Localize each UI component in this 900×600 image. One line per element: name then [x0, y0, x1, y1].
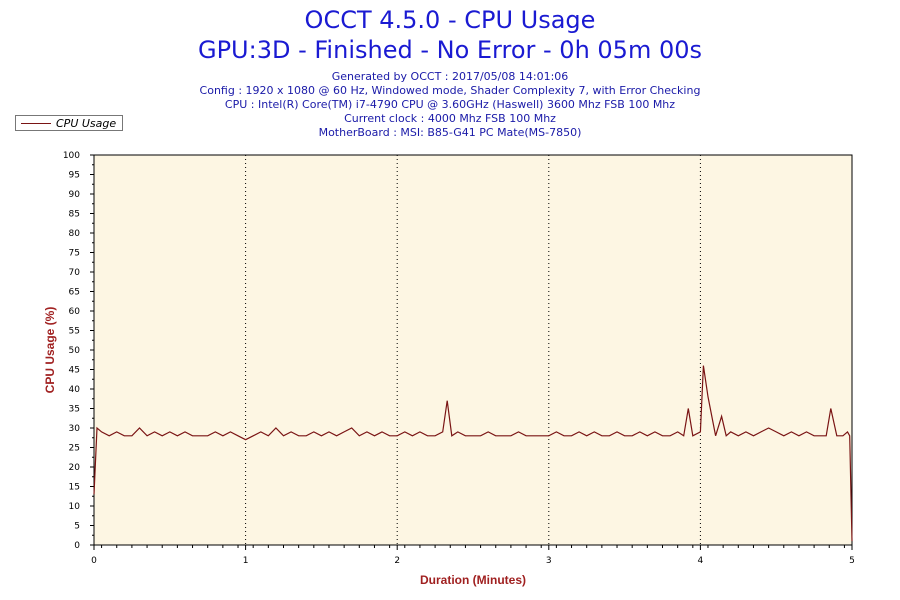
y-tick-label: 10 — [69, 502, 81, 512]
x-tick-label: 2 — [394, 556, 400, 566]
y-tick-label: 35 — [69, 405, 80, 415]
series-line-cpu-usage — [93, 365, 853, 542]
legend-label: CPU Usage — [56, 117, 117, 130]
y-tick-label: 75 — [69, 249, 80, 259]
legend-line-swatch — [21, 123, 51, 124]
y-tick-label: 50 — [69, 346, 81, 356]
x-tick-label: 1 — [243, 556, 249, 566]
y-tick-label: 30 — [69, 424, 81, 434]
plot-area — [93, 154, 853, 546]
x-tick-label: 4 — [698, 556, 704, 566]
y-tick-label: 65 — [69, 288, 80, 298]
y-tick-label: 55 — [69, 327, 80, 337]
y-axis-label: CPU Usage (%) — [43, 307, 57, 394]
x-axis-label: Duration (Minutes) — [420, 573, 526, 587]
chart-title: OCCT 4.5.0 - CPU Usage — [304, 6, 596, 34]
y-tick-label: 20 — [69, 463, 81, 473]
info-cpu: CPU : Intel(R) Core(TM) i7-4790 CPU @ 3.… — [224, 98, 676, 111]
y-tick-label: 40 — [69, 385, 81, 395]
y-tick-label: 100 — [63, 151, 80, 161]
x-tick-label: 3 — [546, 556, 552, 566]
y-tick-label: 0 — [74, 541, 80, 551]
y-tick-label: 90 — [69, 190, 81, 200]
y-tick-label: 15 — [69, 483, 80, 493]
x-tick-label: 0 — [91, 556, 97, 566]
y-tick-label: 5 — [74, 522, 80, 532]
x-tick-label: 5 — [849, 556, 855, 566]
info-clock: Current clock : 4000 Mhz FSB 100 Mhz — [344, 112, 556, 125]
info-motherboard: MotherBoard : MSI: B85-G41 PC Mate(MS-78… — [318, 126, 582, 139]
y-tick-label: 80 — [69, 229, 81, 239]
y-tick-label: 45 — [69, 366, 80, 376]
y-tick-label: 25 — [69, 444, 80, 454]
y-tick-label: 70 — [69, 268, 81, 278]
legend: CPU Usage — [15, 115, 123, 131]
info-config: Config : 1920 x 1080 @ 60 Hz, Windowed m… — [199, 84, 701, 97]
y-tick-label: 95 — [69, 171, 80, 181]
y-tick-label: 85 — [69, 210, 80, 220]
info-generated: Generated by OCCT : 2017/05/08 14:01:06 — [331, 70, 569, 83]
chart-subtitle: GPU:3D - Finished - No Error - 0h 05m 00… — [197, 36, 702, 64]
y-tick-label: 60 — [69, 307, 81, 317]
